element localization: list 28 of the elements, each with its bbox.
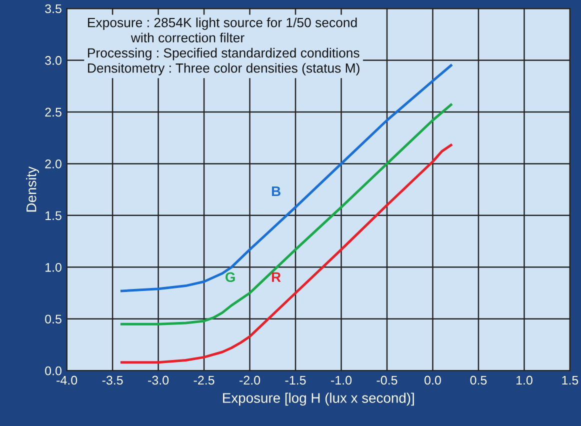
- y-tick-label: 1.5: [46, 211, 62, 220]
- series-label: R: [272, 272, 281, 282]
- y-tick-label: 2.5: [45, 108, 62, 117]
- x-axis-title: Exposure [log H (lux x second)]: [223, 392, 414, 406]
- y-tick-label: 2.0: [45, 160, 62, 168]
- x-tick-label: -2.5: [194, 376, 214, 385]
- series-label: B: [272, 186, 280, 196]
- x-tick-label: 0.0: [424, 376, 441, 385]
- y-tick-label: 3.0: [45, 56, 62, 65]
- y-axis-title: Density: [26, 166, 40, 212]
- annotation: Exposure : 2854K light source for 1/50 second with correction filter Processing : Specified standardized conditions Densitometry : Three color densities (status M): [88, 18, 360, 76]
- y-tick-label: 0.0: [45, 366, 62, 376]
- line-series: [120, 144, 452, 364]
- series-label: G: [226, 272, 235, 282]
- x-tick-label: -4.0: [56, 376, 78, 385]
- y-tick-label: 3.5: [45, 4, 62, 14]
- y-tick-label: 1.0: [46, 262, 62, 272]
- x-tick-label: 1.0: [516, 376, 532, 385]
- x-tick-label: -1.0: [331, 376, 352, 385]
- line-series: [120, 103, 452, 326]
- x-tick-label: -0.5: [376, 376, 398, 385]
- x-tick-label: -3.5: [102, 376, 123, 385]
- x-tick-label: 0.5: [470, 376, 487, 385]
- y-tick-label: 0.5: [45, 314, 62, 324]
- x-tick-label: -1.5: [285, 376, 306, 385]
- x-tick-label: -3.0: [148, 376, 169, 385]
- x-tick-label: 1.5: [562, 376, 578, 385]
- x-tick-label: -2.0: [240, 376, 260, 385]
